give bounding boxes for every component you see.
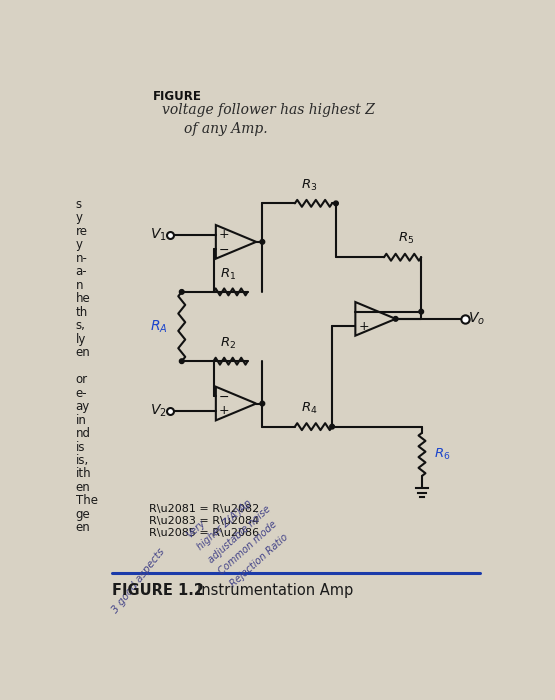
Text: nd: nd xyxy=(75,427,90,440)
Text: en: en xyxy=(75,481,90,494)
Text: he: he xyxy=(75,293,90,305)
Circle shape xyxy=(260,401,265,406)
Circle shape xyxy=(393,316,398,321)
Text: The: The xyxy=(75,494,98,508)
Text: $-$: $-$ xyxy=(358,305,369,318)
Text: is: is xyxy=(75,440,85,454)
Text: or: or xyxy=(75,373,88,386)
Text: FIGURE 1.2: FIGURE 1.2 xyxy=(112,583,204,598)
Text: R\u2081 = R\u2082: R\u2081 = R\u2082 xyxy=(149,504,259,514)
Text: s,: s, xyxy=(75,319,85,332)
Text: is,: is, xyxy=(75,454,89,467)
Text: s: s xyxy=(75,198,82,211)
Text: en: en xyxy=(75,346,90,359)
Text: $R_A$: $R_A$ xyxy=(150,318,168,335)
Text: re: re xyxy=(75,225,88,238)
Circle shape xyxy=(419,309,423,314)
Circle shape xyxy=(334,201,339,206)
Text: R\u2083 = R\u2084: R\u2083 = R\u2084 xyxy=(149,516,259,526)
Text: $-$: $-$ xyxy=(218,243,229,256)
Text: a-: a- xyxy=(75,265,87,279)
Text: ly: ly xyxy=(75,332,86,346)
Text: e-: e- xyxy=(75,386,87,400)
Text: y: y xyxy=(75,239,83,251)
Text: $+$: $+$ xyxy=(358,320,369,332)
Text: ith: ith xyxy=(75,468,91,480)
Text: in: in xyxy=(75,414,87,426)
Text: $R_3$: $R_3$ xyxy=(301,178,318,193)
Text: R\u2085 = R\u2086: R\u2085 = R\u2086 xyxy=(149,528,259,538)
Text: voltage follower has highest Z: voltage follower has highest Z xyxy=(163,103,375,117)
Text: $R_4$: $R_4$ xyxy=(301,401,318,416)
Text: of any Amp.: of any Amp. xyxy=(184,122,268,136)
Text: $V_1$: $V_1$ xyxy=(150,226,167,243)
Circle shape xyxy=(330,424,335,429)
Text: $R_1$: $R_1$ xyxy=(220,267,236,282)
Text: $R_5$: $R_5$ xyxy=(398,232,415,246)
Text: $R_6$: $R_6$ xyxy=(433,447,450,462)
Text: n: n xyxy=(75,279,83,292)
Circle shape xyxy=(179,290,184,294)
Text: th: th xyxy=(75,306,88,318)
Text: Instrumentation Amp: Instrumentation Amp xyxy=(197,583,354,598)
Text: ay: ay xyxy=(75,400,90,413)
Text: n-: n- xyxy=(75,252,88,265)
Text: en: en xyxy=(75,522,90,534)
Text: 3 good aspects: 3 good aspects xyxy=(110,546,166,615)
Text: $V_2$: $V_2$ xyxy=(150,402,167,419)
Text: $+$: $+$ xyxy=(218,228,230,241)
Circle shape xyxy=(179,359,184,363)
Circle shape xyxy=(260,239,265,244)
Text: $V_o$: $V_o$ xyxy=(468,311,486,327)
Text: Very
higher Z(Aᴵ)Ap
adjustable noise
Common mode
Rejection Ratio: Very higher Z(Aᴵ)Ap adjustable noise Com… xyxy=(184,479,294,589)
Text: ge: ge xyxy=(75,508,90,521)
Text: $+$: $+$ xyxy=(218,405,230,417)
Text: $R_2$: $R_2$ xyxy=(220,336,236,351)
Text: FIGURE: FIGURE xyxy=(153,90,202,103)
Text: $-$: $-$ xyxy=(218,390,229,402)
Text: y: y xyxy=(75,211,83,225)
